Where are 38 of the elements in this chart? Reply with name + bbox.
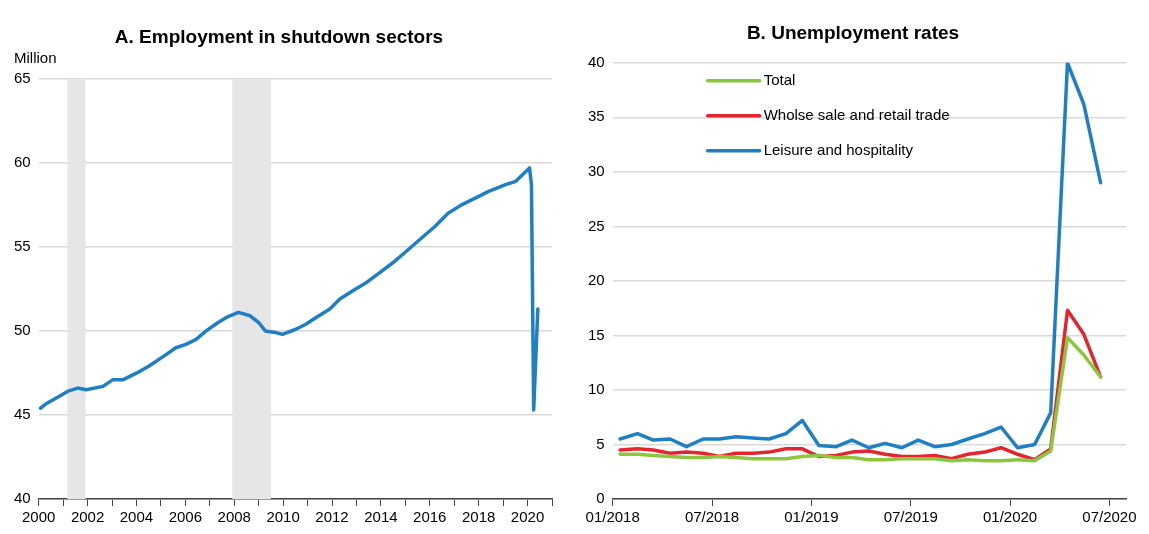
- y-tick-label: 10: [588, 380, 605, 398]
- x-tick-label: 07/2018: [684, 508, 740, 526]
- x-tick-label: 01/2019: [784, 508, 839, 526]
- x-tick-label: 07/2019: [883, 508, 938, 526]
- y-tick-label: 15: [588, 325, 605, 343]
- y-tick-label: 30: [588, 161, 605, 179]
- x-tick-label: 2018: [461, 508, 496, 526]
- y-tick-label: 65: [14, 68, 31, 86]
- x-tick-label: 2012: [315, 508, 349, 526]
- x-tick-label: 2000: [22, 508, 56, 526]
- y-tick-label: 55: [14, 237, 31, 255]
- legend-label: Wholse sale and retail trade: [763, 105, 950, 123]
- y-tick-label: 60: [14, 152, 31, 170]
- y-tick-label: 40: [14, 489, 31, 507]
- y-tick-label: 45: [14, 405, 31, 423]
- x-tick-label: 2002: [70, 508, 105, 526]
- x-tick-label: 2014: [364, 508, 398, 526]
- chart-title: A. Employment in shutdown sectors: [114, 25, 444, 47]
- y-tick-label: 0: [596, 489, 605, 507]
- x-tick-label: 2006: [168, 508, 203, 526]
- chart-title: B. Unemployment rates: [746, 21, 960, 43]
- x-tick-label: 2010: [266, 508, 300, 526]
- y-tick-label: 35: [588, 107, 605, 125]
- legend-label: Total: [763, 70, 796, 88]
- y-axis-title: Million: [14, 49, 57, 67]
- legend-label: Leisure and hospitality: [763, 140, 914, 158]
- x-tick-label: 2004: [119, 508, 154, 526]
- y-tick-label: 25: [588, 216, 605, 234]
- x-tick-label: 01/2018: [585, 508, 640, 526]
- y-tick-label: 20: [588, 271, 605, 289]
- y-tick-label: 40: [588, 52, 605, 70]
- y-tick-label: 50: [14, 321, 31, 339]
- x-tick-label: 2008: [217, 508, 251, 526]
- y-tick-label: 5: [596, 434, 605, 452]
- x-tick-label: 2020: [510, 508, 545, 526]
- x-tick-label: 2016: [413, 508, 447, 526]
- x-tick-label: 01/2020: [982, 508, 1038, 526]
- x-tick-label: 07/2020: [1082, 508, 1137, 526]
